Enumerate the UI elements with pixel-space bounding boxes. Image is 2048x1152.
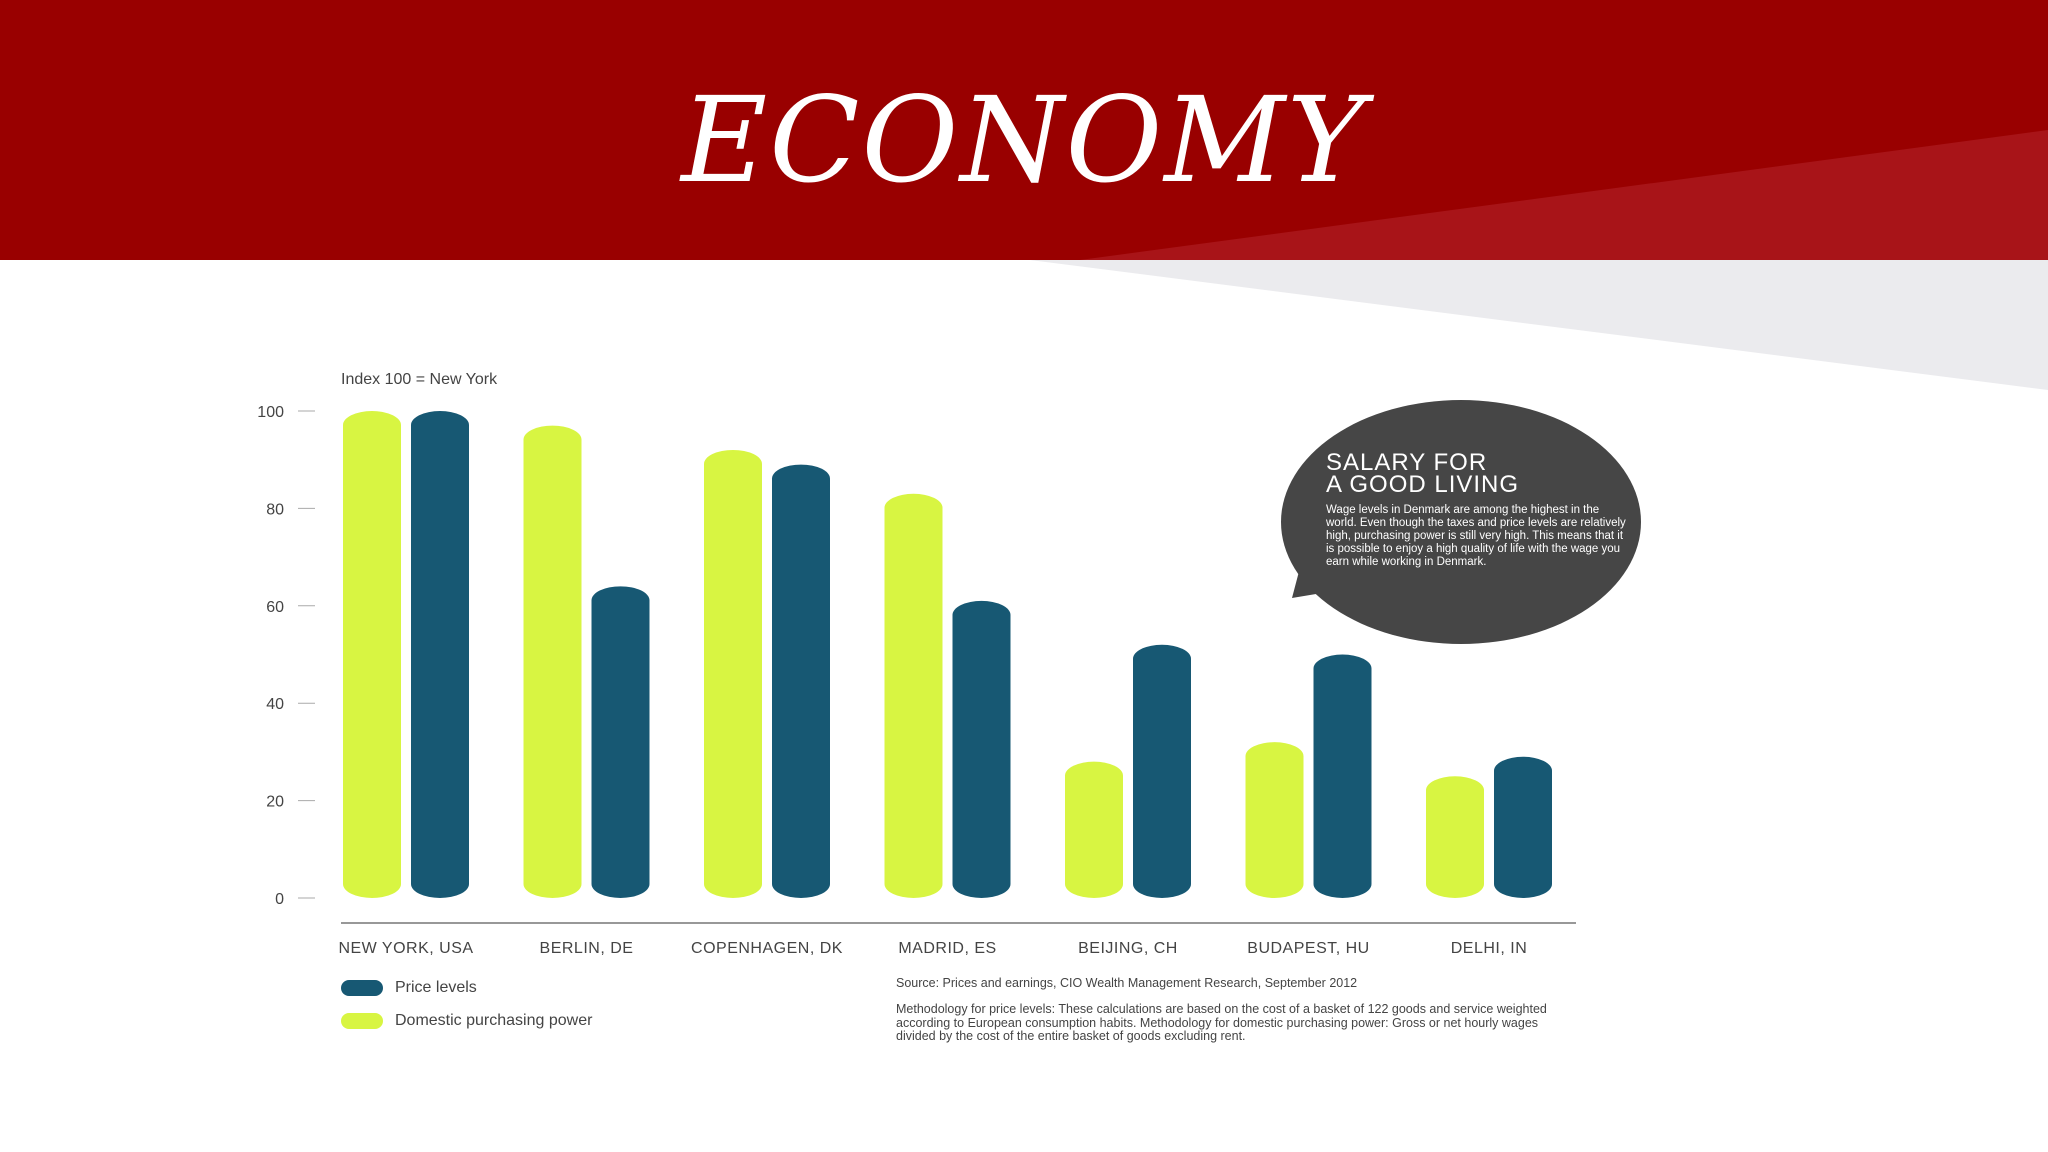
bar-price-levels [591,586,650,898]
callout: SALARY FOR A GOOD LIVING Wage levels in … [1326,449,1626,569]
bar-price-levels [1133,644,1191,898]
source-note: Source: Prices and earnings, CIO Wealth … [896,976,1358,990]
methodology-note: Methodology for price levels: These calc… [896,1002,1547,1043]
bar-price-levels [411,411,469,898]
callout-bubble [1281,400,1641,644]
y-tick-label: 0 [275,891,284,908]
y-tick-label: 40 [266,696,284,713]
y-tick-label: 20 [266,794,284,811]
legend-item-purchasing-power: Domestic purchasing power [341,1012,592,1030]
y-tick-label: 60 [266,599,284,616]
bar-price-levels [772,464,830,898]
slide-title: ECONOMY [681,71,1367,209]
bar-price-levels [1313,654,1372,898]
legend-swatch-price-levels [341,980,383,996]
legend-swatch-purchasing-power [341,1013,383,1029]
x-axis-labels: NEW YORK, USA BERLIN, DE COPENHAGEN, DK MAD… [338,940,1528,957]
x-tick-label: DELHI, IN [1451,940,1528,957]
y-tick-label: 80 [266,501,284,518]
legend-item-price-levels: Price levels [341,979,477,997]
callout-tail [1292,560,1340,598]
callout-title: SALARY FOR A GOOD LIVING [1326,449,1520,498]
bar-purchasing-power [343,411,401,898]
bar-purchasing-power [884,493,943,898]
legend-label-price-levels: Price levels [395,979,477,996]
x-tick-label: MADRID, ES [898,940,996,957]
callout-body: Wage levels in Denmark are among the hig… [1326,504,1626,568]
x-tick-label: BEIJING, CH [1078,940,1178,957]
bar-purchasing-power [1065,761,1123,898]
bar-price-levels [1494,756,1552,898]
y-axis: 0 20 40 60 80 100 [257,404,315,908]
x-tick-label: COPENHAGEN, DK [691,940,843,957]
bar-purchasing-power [1426,776,1484,898]
bar-purchasing-power [523,425,582,898]
index-note: Index 100 = New York [341,371,498,388]
x-tick-label: BUDAPEST, HU [1247,940,1369,957]
bar-purchasing-power [704,449,762,898]
bar-purchasing-power [1245,742,1304,898]
y-tick-label: 100 [257,404,284,421]
bar-price-levels [952,600,1011,898]
x-tick-label: NEW YORK, USA [338,940,473,957]
x-tick-label: BERLIN, DE [540,940,634,957]
bars [343,411,1552,898]
legend-label-purchasing-power: Domestic purchasing power [395,1012,593,1029]
